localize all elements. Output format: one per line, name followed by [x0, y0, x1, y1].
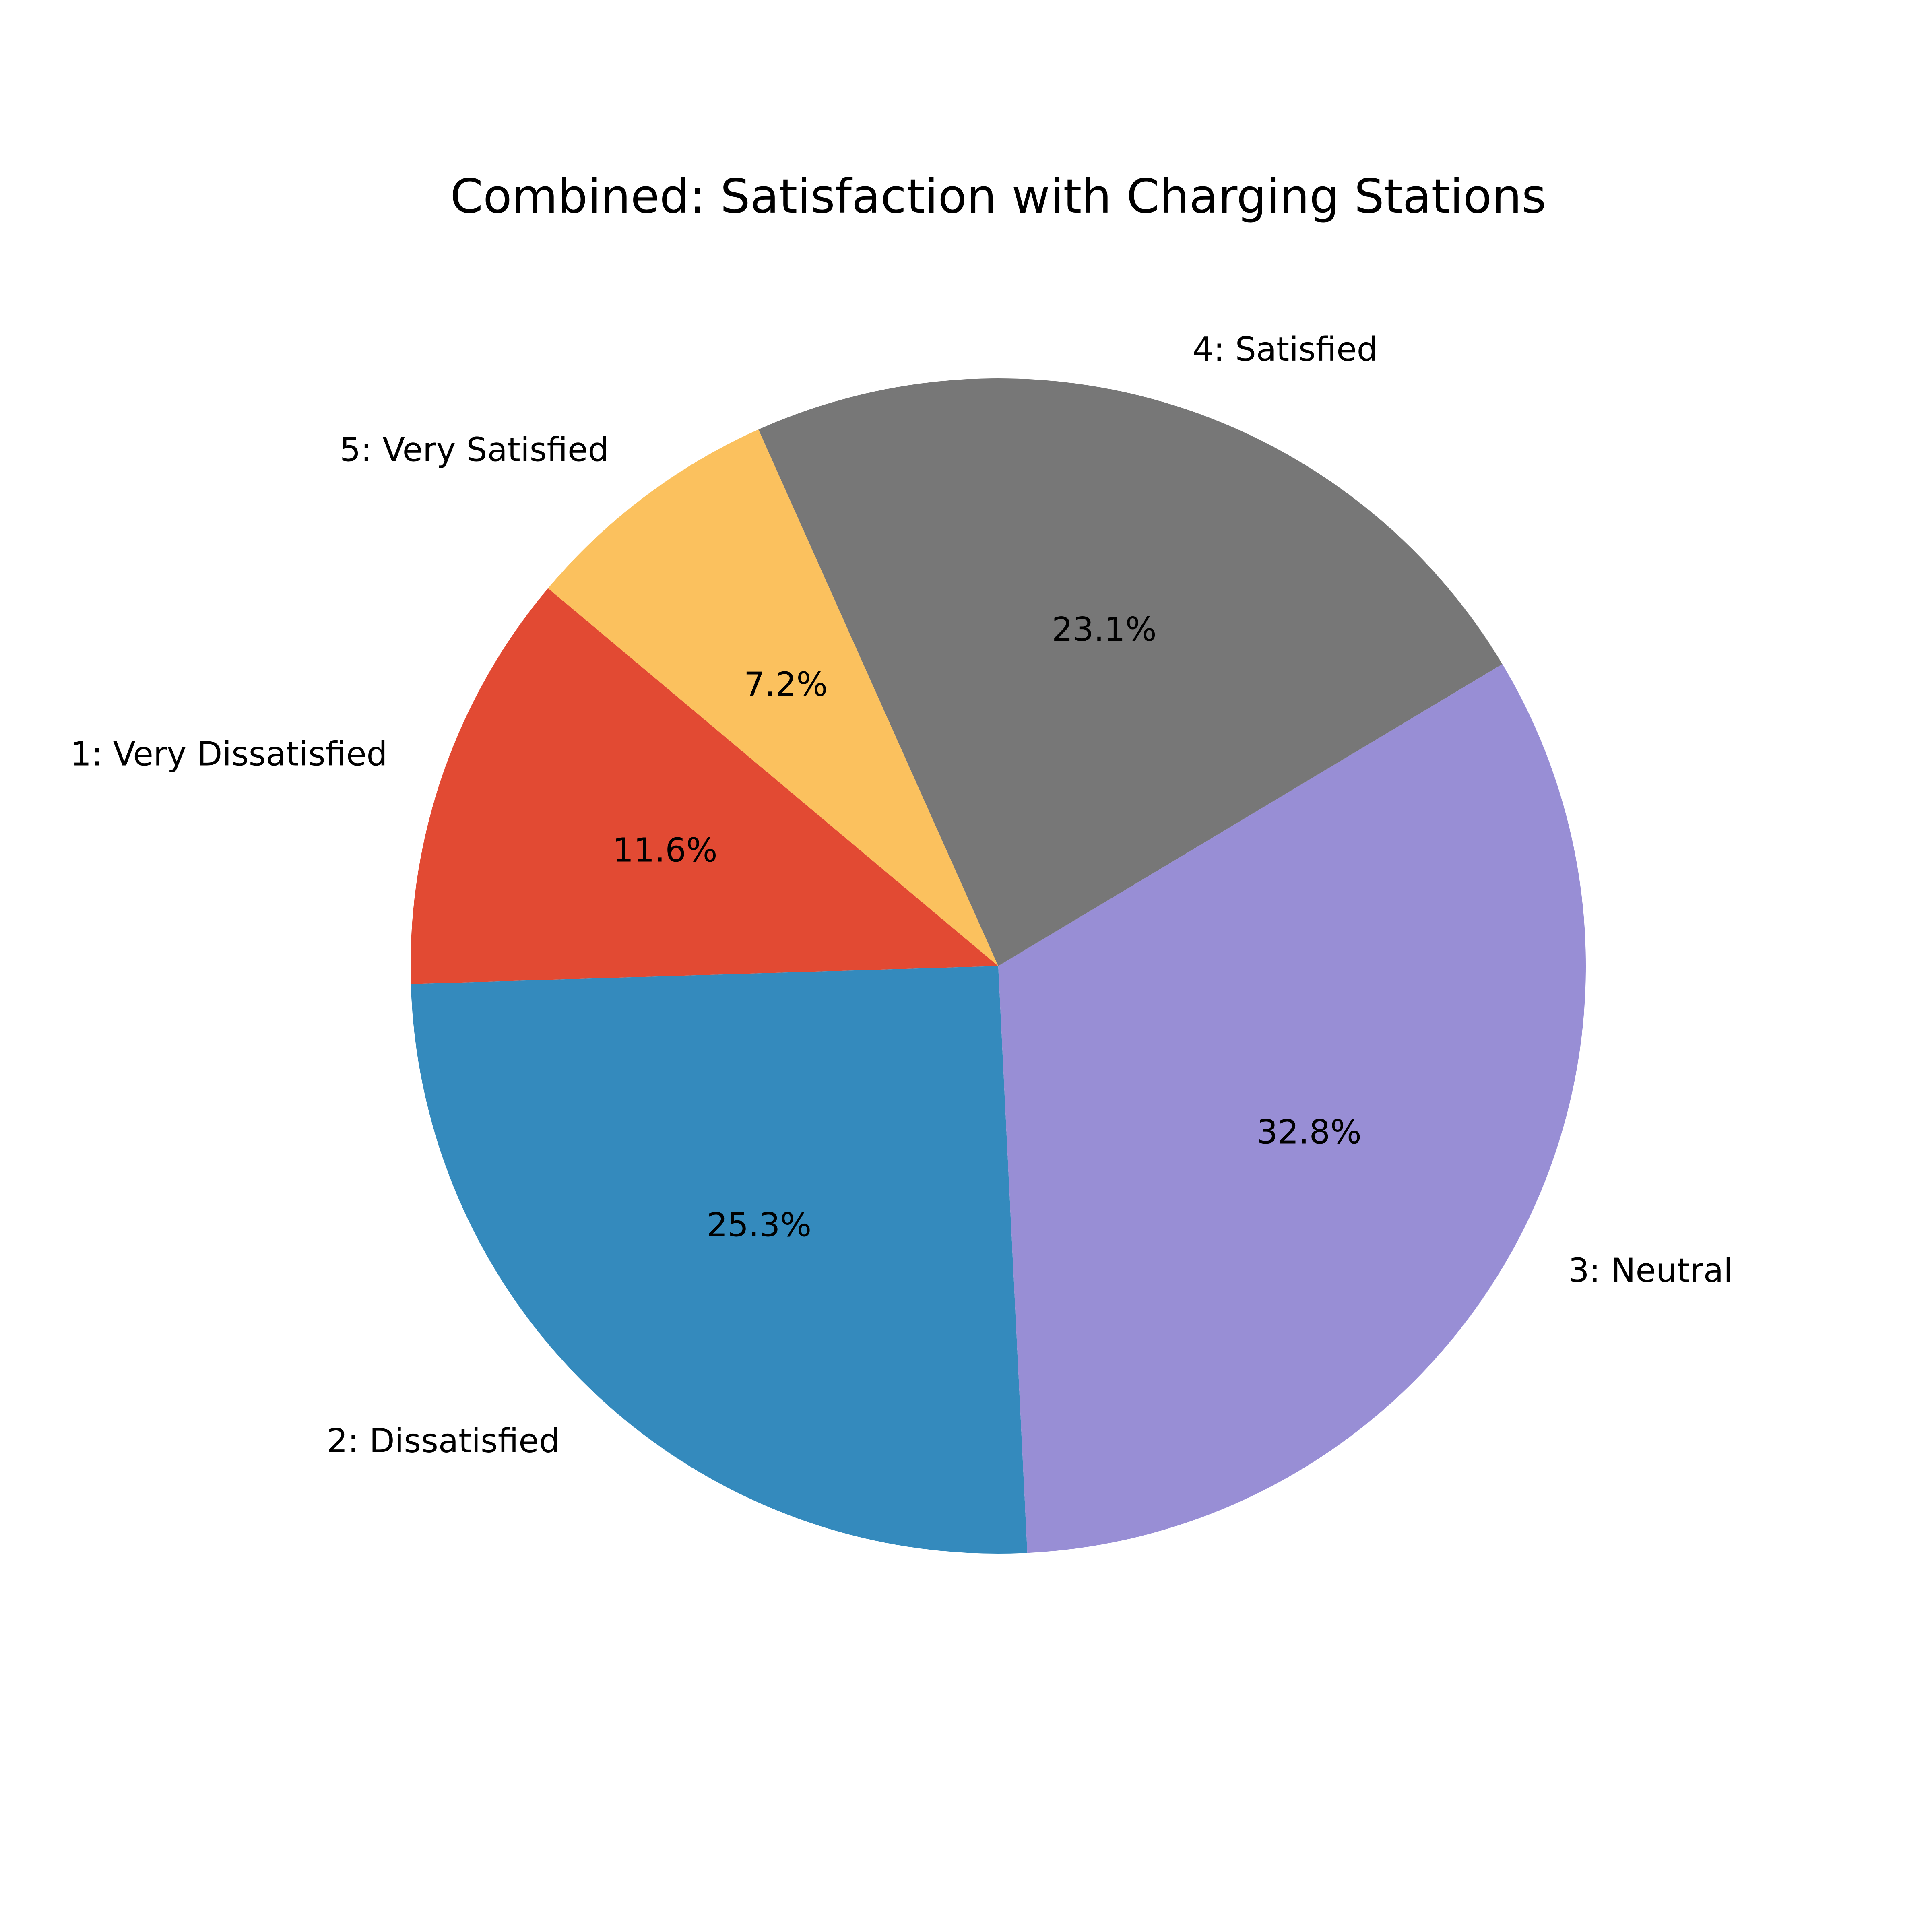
slice-pct-label-5: 7.2% — [744, 665, 828, 704]
slice-pct-label-2: 25.3% — [707, 1206, 812, 1244]
slice-label-2: 2: Dissatisfied — [327, 1422, 560, 1460]
slice-pct-label-1: 11.6% — [613, 832, 718, 870]
pie-labels: 1: Very Dissatisfied 11.6% 2: Dissatisfied… — [70, 330, 1733, 1460]
pie-slice-1 — [411, 588, 998, 984]
chart-title: Combined: Satisfaction with Charging Sta… — [450, 169, 1546, 224]
slice-label-1: 1: Very Dissatisfied — [70, 735, 388, 774]
pie-slices — [411, 378, 1586, 1554]
slice-label-5: 5: Very Satisfied — [340, 431, 609, 469]
pie-slice-5 — [548, 429, 998, 966]
slice-pct-label-4: 23.1% — [1052, 611, 1157, 649]
pie-slice-2 — [411, 966, 1028, 1554]
pie-slice-3 — [998, 664, 1586, 1553]
pie-slice-4 — [758, 378, 1503, 966]
slice-pct-label-3: 32.8% — [1257, 1113, 1362, 1151]
slice-label-4: 4: Satisfied — [1193, 330, 1378, 369]
slice-label-3: 3: Neutral — [1568, 1251, 1733, 1290]
